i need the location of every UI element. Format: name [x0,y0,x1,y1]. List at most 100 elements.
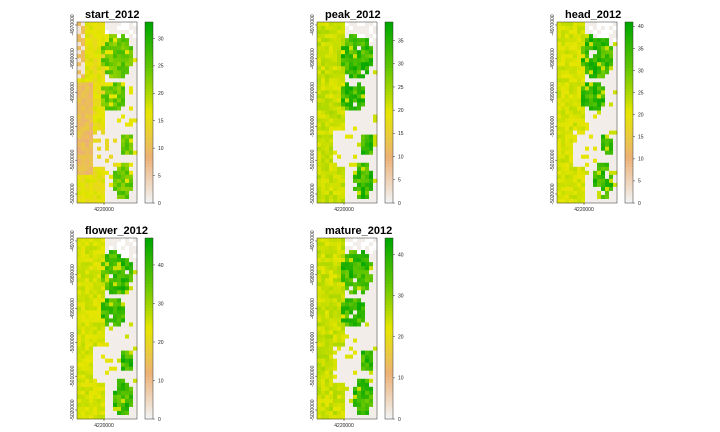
raster-cell [373,58,378,63]
legend-swatch [625,52,633,56]
raster-cell [353,94,358,99]
raster-cell [361,270,366,275]
raster-cell [109,242,114,247]
raster-cell [609,198,614,204]
raster-cell [101,390,106,396]
raster-cell [97,250,102,255]
raster-cell [357,98,362,103]
raster-cell [361,182,366,188]
legend-swatch [145,190,153,195]
raster-cell [117,54,122,59]
legend-tick-label: 10 [158,378,164,384]
raster-cell [341,46,346,51]
raster-cell [321,338,326,343]
legend-tick-label: 0 [398,417,401,423]
legend-swatch [385,166,393,171]
raster-cell [609,110,614,115]
legend-swatch [145,25,153,29]
legend-swatch [625,94,633,98]
raster-cell [89,298,94,303]
raster-cell [77,50,82,55]
raster-cell [121,82,126,87]
raster-cell [89,70,94,75]
raster-cell [365,162,370,168]
raster-cell [109,266,114,271]
raster-cell [85,370,90,376]
raster-cell [573,42,578,47]
raster-cell [557,174,562,180]
raster-cell [365,50,370,55]
legend-swatch [145,70,153,74]
raster-cell [325,298,330,303]
raster-cell [609,166,614,172]
raster-cell [369,22,374,27]
raster-cell [101,106,106,111]
raster-cell [93,406,98,412]
raster-cell [109,334,114,339]
legend-swatch [145,316,153,320]
raster-cell [97,194,102,200]
raster-cell [333,186,338,192]
raster-cell [117,190,122,196]
legend-swatch [625,34,633,38]
raster-cell [325,346,330,351]
raster-cell [117,198,122,204]
raster-cell [97,394,102,400]
raster-cell [113,186,118,192]
raster-cell [353,50,358,55]
raster-cell [565,74,570,79]
raster-cell [321,274,326,279]
raster-cell [557,78,562,83]
raster-cell [125,366,130,372]
legend-swatch [145,193,153,198]
raster-cell [373,106,378,111]
raster-cell [589,34,594,39]
raster-cell [133,306,138,311]
raster-cell [593,178,598,184]
raster-cell [317,70,322,75]
raster-cell [613,194,618,200]
raster-cell [585,162,590,168]
raster-cell [601,30,606,35]
legend-swatch [385,187,393,192]
raster-cell [109,142,114,147]
raster-cell [365,166,370,172]
raster-cell [337,242,342,247]
raster-cell [117,406,122,412]
raster-cell [361,34,366,39]
raster-cell [117,246,122,251]
raster-cell [373,250,378,255]
raster-cell [125,362,130,368]
raster-cell [345,262,350,267]
raster-cell [337,274,342,279]
raster-cell [569,50,574,55]
legend-swatch [385,97,393,101]
raster-cell [85,266,90,271]
raster-cell [333,26,338,31]
raster-cell [77,102,82,107]
raster-cell [129,166,134,172]
raster-cell [129,370,134,376]
raster-cell [321,154,326,160]
raster-cell [357,274,362,279]
raster-cell [125,326,130,331]
raster-cell [105,350,110,355]
raster-cell [609,94,614,99]
raster-cell [321,110,326,115]
raster-cell [373,314,378,319]
raster-cell [361,330,366,335]
raster-cell [329,198,334,204]
raster-cell [77,134,82,139]
raster-cell [81,278,86,283]
raster-cell [133,374,138,380]
raster-cell [129,290,134,295]
raster-cell [117,38,122,43]
raster-cell [557,106,562,111]
raster-cell [121,338,126,343]
raster-cell [361,398,366,404]
raster-cell [369,310,374,315]
raster-cell [77,370,82,376]
raster-cell [365,38,370,43]
raster-cell [121,198,126,204]
raster-cell [609,138,614,143]
